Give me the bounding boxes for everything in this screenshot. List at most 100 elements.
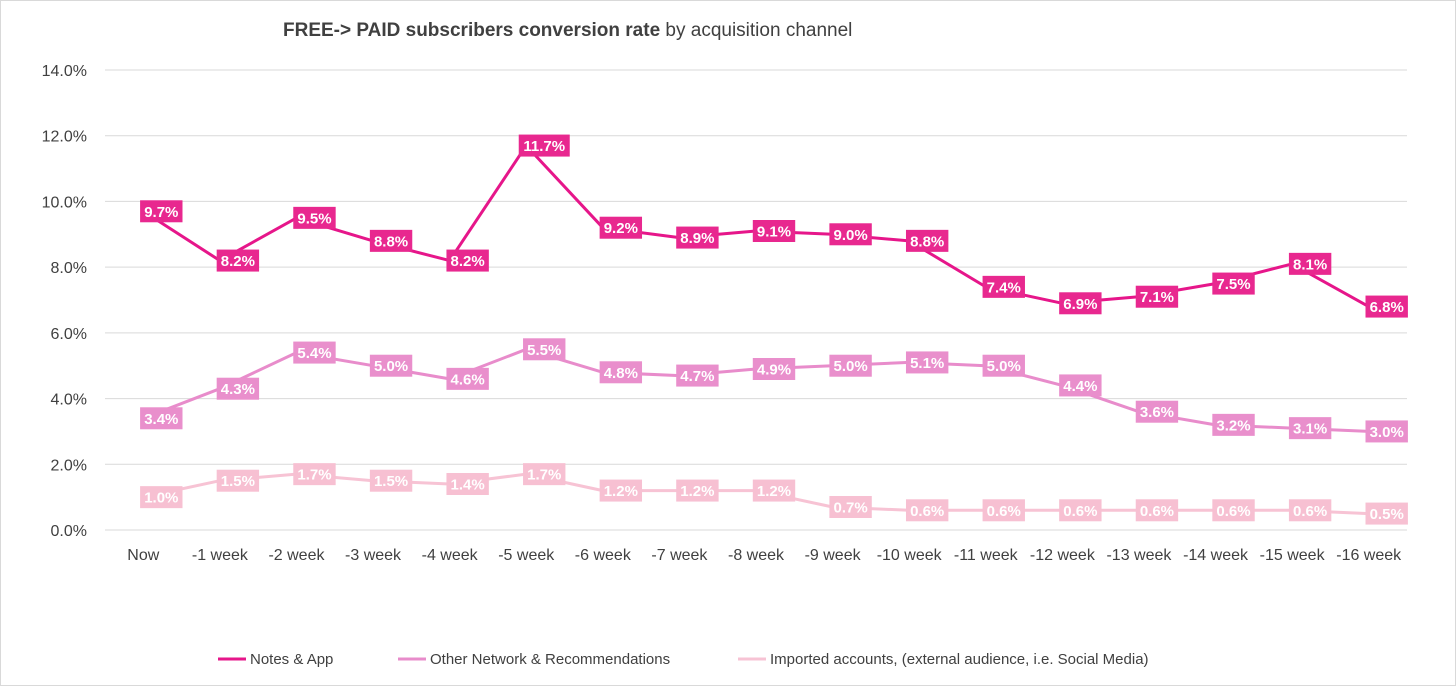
data-label-text: 7.4% — [987, 279, 1021, 296]
data-label-box — [369, 469, 413, 492]
data-label: 1.5% — [216, 469, 260, 492]
data-label-text: 4.9% — [757, 362, 791, 379]
data-label-text: 1.7% — [297, 467, 331, 484]
legend-item: Imported accounts, (external audience, i… — [738, 651, 1149, 668]
x-tick-label: -5 week — [498, 547, 555, 564]
data-label-text: 5.0% — [833, 358, 867, 375]
data-label-text: 9.7% — [144, 204, 178, 221]
x-tick-label: -6 week — [575, 547, 632, 564]
data-label-text: 0.6% — [910, 503, 944, 520]
data-label-box — [829, 496, 872, 518]
data-label-text: 5.5% — [527, 342, 561, 359]
data-label-box — [905, 229, 949, 252]
data-label: 3.2% — [1212, 413, 1255, 436]
data-label-box — [599, 361, 643, 384]
data-label-text: 4.3% — [221, 381, 255, 398]
data-label-text: 3.4% — [144, 411, 178, 428]
data-label: 8.2% — [446, 249, 489, 272]
data-label: 3.4% — [140, 407, 183, 430]
data-label-box — [1135, 499, 1179, 522]
data-label-text: 11.7% — [523, 138, 565, 155]
data-label-text: 9.0% — [833, 227, 867, 244]
data-label-text: 0.5% — [1370, 506, 1404, 523]
data-label-text: 8.9% — [680, 230, 714, 247]
data-label-text: 1.2% — [604, 483, 638, 500]
legend: Notes & App Other Network & Recommendatio… — [218, 651, 1149, 668]
data-label-text: 1.7% — [527, 467, 561, 484]
data-label: 0.7% — [829, 496, 872, 518]
data-label: 5.5% — [523, 338, 566, 361]
data-label: 3.6% — [1135, 400, 1179, 423]
data-label-box — [829, 354, 872, 377]
data-label-text: 4.8% — [604, 365, 638, 382]
y-tick-label: 0.0% — [51, 523, 87, 540]
y-tick-label: 8.0% — [51, 260, 87, 277]
data-label: 9.5% — [293, 206, 336, 229]
data-label: 0.6% — [905, 499, 949, 522]
data-label-text: 0.6% — [1063, 503, 1097, 520]
data-label-box — [216, 469, 260, 492]
data-label: 3.1% — [1288, 417, 1332, 440]
x-tick-label: -7 week — [651, 547, 708, 564]
data-label-box — [523, 463, 566, 486]
data-label-text: 8.2% — [451, 253, 485, 270]
data-label-box — [982, 354, 1025, 377]
x-tick-label: -10 week — [877, 547, 943, 564]
data-label-text: 4.6% — [451, 371, 485, 388]
data-label: 4.6% — [446, 367, 489, 390]
chart-title: FREE-> PAID subscribers conversion rate … — [283, 20, 852, 41]
data-label: 1.2% — [752, 479, 796, 502]
data-label-box — [1135, 285, 1179, 308]
data-label: 9.1% — [752, 220, 796, 242]
data-label: 9.0% — [829, 223, 872, 246]
data-label-text: 0.6% — [987, 503, 1021, 520]
data-label-box — [216, 377, 260, 400]
data-label-text: 1.4% — [451, 477, 485, 494]
data-label: 7.1% — [1135, 285, 1179, 308]
data-label-text: 0.6% — [1140, 503, 1174, 520]
data-label: 1.4% — [446, 473, 489, 495]
data-label-text: 3.6% — [1140, 404, 1174, 421]
data-label: 11.7% — [518, 134, 570, 157]
x-axis-ticks: Now -1 week -2 week -3 week -4 week -5 week -6… — [127, 547, 1402, 564]
data-label: 7.4% — [982, 275, 1025, 298]
data-label-box — [446, 249, 489, 272]
data-label: 4.7% — [676, 364, 719, 387]
x-tick-label: -4 week — [422, 547, 479, 564]
data-label: 7.5% — [1212, 272, 1255, 295]
data-label-box — [982, 275, 1025, 298]
x-tick-label: -15 week — [1260, 547, 1326, 564]
data-label-text: 4.4% — [1063, 378, 1097, 395]
data-label: 4.3% — [216, 377, 260, 400]
chart-title-rest: by acquisition channel — [660, 20, 852, 41]
data-label-box — [905, 351, 949, 374]
data-label-text: 3.2% — [1216, 417, 1250, 434]
x-tick-label: -2 week — [268, 547, 325, 564]
data-label-box — [752, 479, 796, 502]
data-label: 0.6% — [1212, 499, 1255, 522]
data-label: 8.8% — [905, 229, 949, 252]
data-label-text: 0.7% — [833, 500, 867, 517]
data-label-box — [1135, 400, 1179, 423]
data-label-text: 1.5% — [221, 473, 255, 490]
y-tick-label: 14.0% — [42, 63, 87, 80]
data-label-box — [752, 220, 796, 242]
data-label: 1.7% — [523, 463, 566, 486]
data-label-box — [518, 134, 570, 157]
legend-item: Notes & App — [218, 651, 333, 668]
legend-item: Other Network & Recommendations — [398, 651, 670, 668]
x-tick-label: -16 week — [1336, 547, 1402, 564]
data-label-box — [676, 364, 719, 387]
y-tick-label: 10.0% — [42, 194, 87, 211]
legend-label: Notes & App — [250, 651, 333, 668]
data-label-box — [1059, 499, 1102, 522]
data-label-text: 1.2% — [680, 483, 714, 500]
data-label-box — [1288, 417, 1332, 440]
y-tick-label: 2.0% — [51, 457, 87, 474]
data-label: 4.4% — [1059, 374, 1102, 397]
y-axis-ticks: 0.0% 2.0% 4.0% 6.0% 8.0% 10.0% 12.0% 14.0% — [42, 63, 87, 540]
x-tick-label: -13 week — [1106, 547, 1172, 564]
data-label: 5.0% — [982, 354, 1025, 377]
gridlines — [105, 69, 1407, 531]
